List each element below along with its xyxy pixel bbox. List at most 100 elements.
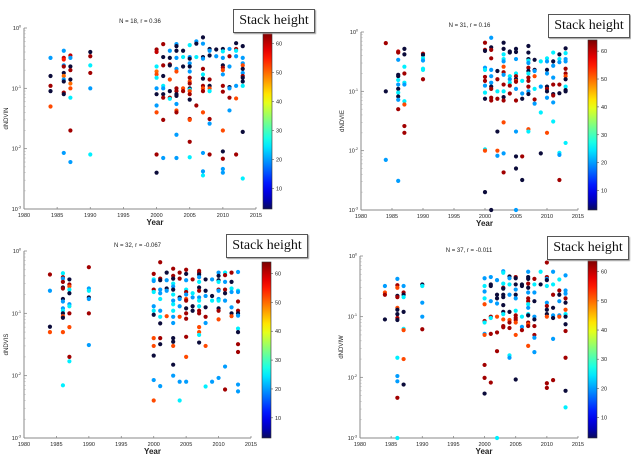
y-axis-label: dNDVIS [4, 334, 10, 356]
data-point [507, 276, 512, 281]
data-point [507, 83, 512, 88]
colorbar [587, 259, 598, 439]
data-point [501, 52, 506, 57]
data-point [494, 301, 500, 306]
data-point [164, 278, 169, 283]
data-point [402, 82, 407, 87]
data-point [513, 86, 519, 91]
data-point [151, 271, 156, 276]
data-point [383, 157, 388, 162]
data-point [402, 102, 407, 107]
data-point [544, 385, 549, 390]
data-point [395, 285, 400, 290]
data-point [222, 387, 228, 392]
data-point [88, 152, 93, 157]
x-tick-label: 1980 [18, 442, 30, 448]
data-point [526, 50, 531, 55]
data-point [401, 328, 406, 333]
data-point [401, 309, 406, 314]
chart-title: N = 32, r = -0.067 [114, 243, 162, 249]
data-point [151, 377, 156, 383]
data-point [203, 384, 208, 389]
data-point [482, 83, 488, 88]
data-point [171, 308, 176, 313]
data-point [551, 75, 556, 80]
data-point [174, 55, 179, 60]
data-point [60, 299, 66, 304]
data-point [482, 67, 488, 72]
data-point [86, 288, 91, 293]
data-point [235, 299, 241, 304]
colorbar-tick-label: 40 [276, 100, 282, 106]
data-point [507, 320, 512, 325]
data-point [214, 54, 219, 59]
data-point [61, 79, 66, 84]
data-point [482, 276, 487, 281]
data-point [207, 152, 212, 157]
data-point [544, 283, 549, 289]
data-point [519, 328, 525, 333]
data-point [240, 63, 245, 68]
data-point [151, 343, 156, 349]
data-point [161, 155, 166, 161]
data-point [60, 315, 66, 320]
data-point [68, 95, 73, 100]
data-point [88, 63, 93, 68]
data-point [495, 68, 500, 74]
data-point [563, 273, 568, 278]
data-point [501, 72, 506, 77]
data-point [507, 74, 512, 79]
data-point [507, 282, 512, 287]
data-point [171, 373, 176, 378]
data-point [171, 292, 176, 297]
data-point [513, 166, 519, 171]
data-point [197, 275, 202, 280]
x-tick-label: 2000 [148, 442, 160, 448]
data-point [68, 81, 73, 86]
data-point [197, 298, 202, 303]
data-point [495, 96, 500, 101]
data-point [67, 277, 72, 282]
data-point [507, 91, 512, 96]
data-point [200, 35, 206, 40]
data-point [240, 66, 245, 71]
data-point [216, 308, 221, 313]
x-tick-label: 1995 [447, 442, 459, 448]
y-tick-label: 100 [349, 253, 357, 261]
data-point [526, 91, 531, 97]
data-point [551, 50, 556, 55]
data-point [61, 73, 66, 79]
data-point [482, 302, 487, 307]
data-point [489, 67, 494, 72]
data-point [171, 287, 176, 292]
data-point [495, 153, 500, 158]
data-point [563, 46, 568, 51]
y-axis-label: dNDVIW [339, 335, 345, 359]
data-point [550, 269, 556, 274]
data-point [187, 64, 192, 69]
data-point [86, 296, 91, 302]
data-point [229, 270, 234, 275]
data-point [68, 128, 73, 133]
data-point [395, 312, 400, 317]
x-tick-label: 2000 [150, 213, 162, 219]
data-point [396, 107, 401, 112]
x-tick-label: 1985 [50, 442, 62, 448]
data-point [396, 86, 401, 91]
data-point [48, 88, 53, 94]
data-point [203, 277, 208, 282]
data-point [526, 269, 531, 274]
y-tick-label: 10-3 [12, 206, 21, 214]
data-point [513, 276, 518, 281]
data-point [151, 289, 156, 295]
data-point [501, 94, 506, 100]
data-point [158, 296, 163, 302]
data-point [501, 295, 506, 300]
data-point [513, 332, 518, 338]
data-point [396, 178, 401, 183]
data-point [234, 96, 239, 101]
data-point [526, 60, 531, 66]
data-point [216, 317, 221, 322]
data-point [501, 40, 506, 45]
x-axis-label: Year [144, 447, 161, 456]
